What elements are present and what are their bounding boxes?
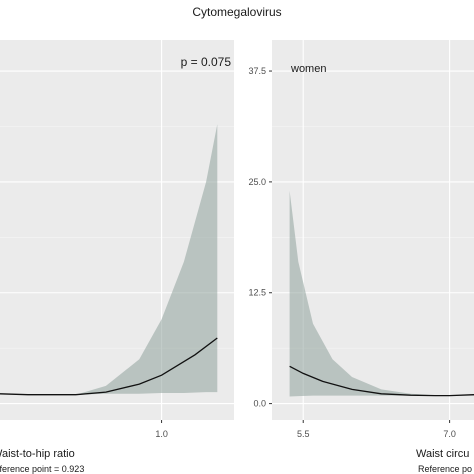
right-x-tick-label: 7.0 [443,429,456,439]
left-confidence-band [75,124,218,395]
right-x-axis-title: Waist circu [416,448,469,460]
figure-title: Cytomegalovirus [192,5,281,19]
right-panel: 5.5 7.0 0.0 12.5 25.0 37.5 [248,40,474,439]
right-reference-note: Reference po [418,464,472,474]
right-y-tick-label: 37.5 [248,66,266,76]
right-y-tick-label: 12.5 [248,288,266,298]
right-y-tick-label: 0.0 [253,399,266,409]
right-y-tick-label: 25.0 [248,177,266,187]
left-x-tick-label: 1.0 [155,429,168,439]
right-estimate-line [289,365,474,397]
left-reference-note: Reference point = 0.923 [0,464,84,474]
left-estimate-line [0,337,218,396]
left-p-value: p = 0.075 [181,55,232,69]
left-panel: 1.0 [0,40,234,439]
right-group-label: women [290,63,326,75]
left-x-axis-title: Waist-to-hip ratio [0,448,75,460]
right-x-tick-label: 5.5 [297,429,310,439]
